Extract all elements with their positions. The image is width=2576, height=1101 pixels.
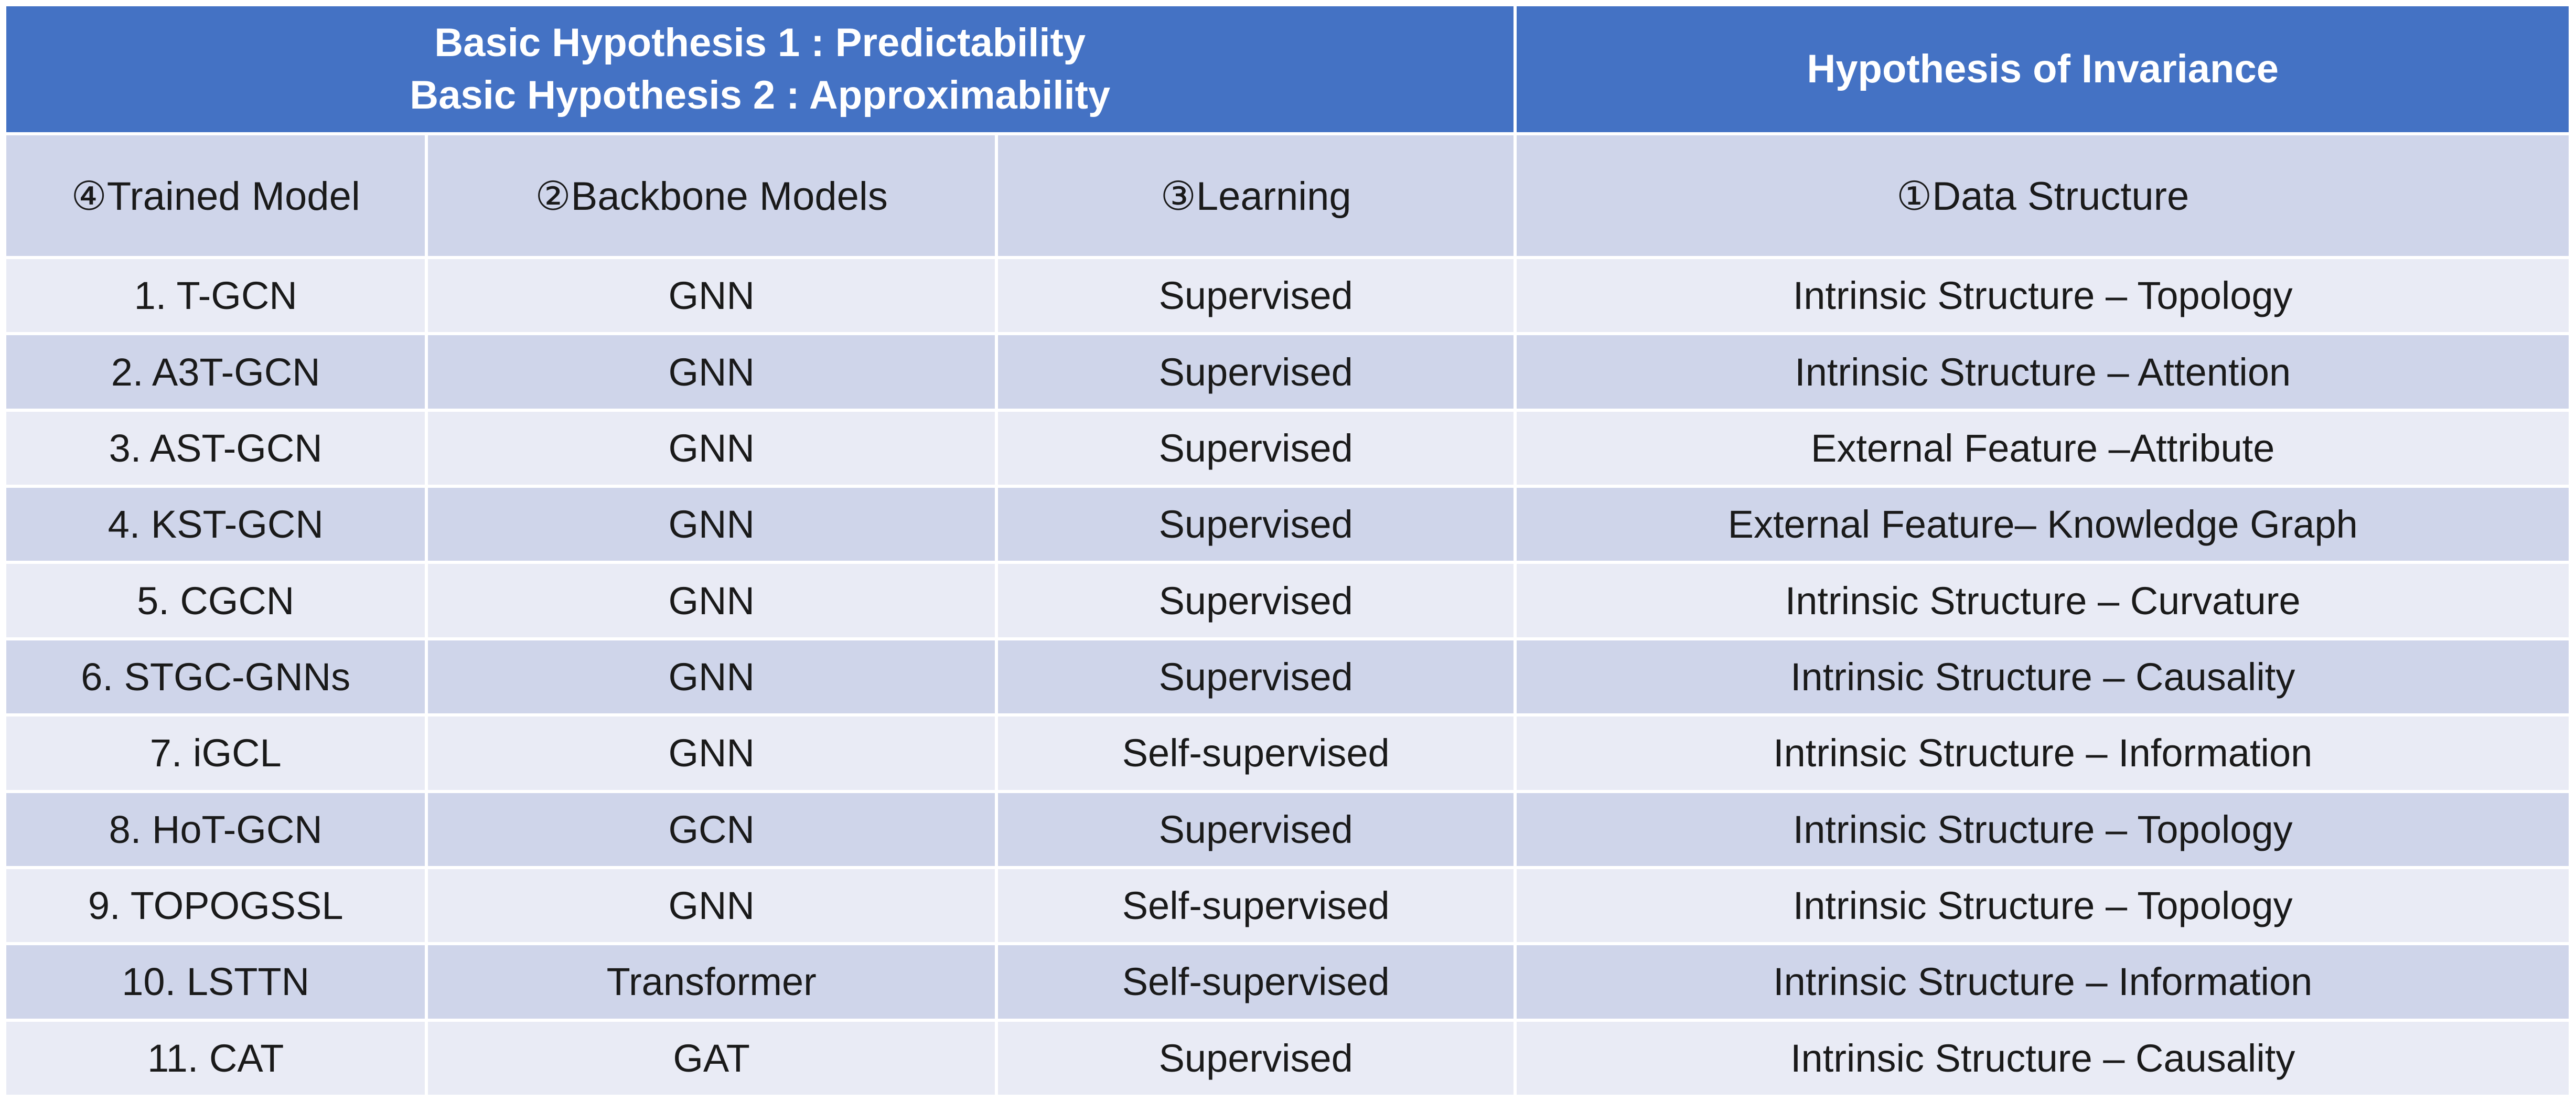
cell-backbone: GNN: [428, 869, 995, 943]
invariance-hypothesis-header: Hypothesis of Invariance: [1517, 6, 2569, 132]
cell-learning: Supervised: [998, 335, 1514, 409]
column-header-learning: ③Learning: [998, 135, 1514, 256]
table-row: 8. HoT-GCN GCN Supervised Intrinsic Stru…: [6, 793, 2569, 866]
table-row: 4. KST-GCN GNN Supervised External Featu…: [6, 488, 2569, 561]
cell-learning: Supervised: [998, 1021, 1514, 1095]
cell-backbone: GNN: [428, 411, 995, 485]
cell-data-structure: Intrinsic Structure – Causality: [1517, 640, 2569, 714]
hypothesis-table: Basic Hypothesis 1 : Predictability Basi…: [3, 3, 2572, 1098]
cell-trained-model: 7. iGCL: [6, 717, 425, 790]
cell-trained-model: 11. CAT: [6, 1021, 425, 1095]
cell-learning: Self-supervised: [998, 717, 1514, 790]
table-row: 6. STGC-GNNs GNN Supervised Intrinsic St…: [6, 640, 2569, 714]
cell-learning: Self-supervised: [998, 945, 1514, 1019]
cell-backbone: GNN: [428, 488, 995, 561]
basic-hypothesis-1: Basic Hypothesis 1 : Predictability: [434, 20, 1086, 65]
cell-learning: Supervised: [998, 259, 1514, 333]
column-header-row: ④Trained Model ②Backbone Models ③Learnin…: [6, 135, 2569, 256]
cell-data-structure: Intrinsic Structure – Information: [1517, 945, 2569, 1019]
cell-learning: Supervised: [998, 793, 1514, 866]
cell-backbone: Transformer: [428, 945, 995, 1019]
column-header-data-structure: ①Data Structure: [1517, 135, 2569, 256]
cell-backbone: GCN: [428, 793, 995, 866]
cell-trained-model: 5. CGCN: [6, 564, 425, 637]
hypothesis-header-row: Basic Hypothesis 1 : Predictability Basi…: [6, 6, 2569, 132]
table-row: 1. T-GCN GNN Supervised Intrinsic Struct…: [6, 259, 2569, 333]
table-body: 1. T-GCN GNN Supervised Intrinsic Struct…: [6, 259, 2569, 1095]
cell-learning: Supervised: [998, 488, 1514, 561]
cell-data-structure: Intrinsic Structure – Attention: [1517, 335, 2569, 409]
cell-backbone: GNN: [428, 564, 995, 637]
cell-data-structure: Intrinsic Structure – Topology: [1517, 869, 2569, 943]
table-row: 3. AST-GCN GNN Supervised External Featu…: [6, 411, 2569, 485]
table-row: 7. iGCL GNN Self-supervised Intrinsic St…: [6, 717, 2569, 790]
cell-learning: Self-supervised: [998, 869, 1514, 943]
cell-learning: Supervised: [998, 564, 1514, 637]
cell-data-structure: Intrinsic Structure – Curvature: [1517, 564, 2569, 637]
cell-data-structure: Intrinsic Structure – Topology: [1517, 259, 2569, 333]
table-row: 9. TOPOGSSL GNN Self-supervised Intrinsi…: [6, 869, 2569, 943]
cell-backbone: GNN: [428, 717, 995, 790]
cell-backbone: GNN: [428, 640, 995, 714]
cell-data-structure: External Feature –Attribute: [1517, 411, 2569, 485]
cell-trained-model: 8. HoT-GCN: [6, 793, 425, 866]
cell-learning: Supervised: [998, 640, 1514, 714]
cell-trained-model: 4. KST-GCN: [6, 488, 425, 561]
table-row: 2. A3T-GCN GNN Supervised Intrinsic Stru…: [6, 335, 2569, 409]
table-row: 10. LSTTN Transformer Self-supervised In…: [6, 945, 2569, 1019]
cell-backbone: GNN: [428, 335, 995, 409]
cell-trained-model: 1. T-GCN: [6, 259, 425, 333]
cell-data-structure: External Feature– Knowledge Graph: [1517, 488, 2569, 561]
cell-backbone: GNN: [428, 259, 995, 333]
cell-data-structure: Intrinsic Structure – Causality: [1517, 1021, 2569, 1095]
column-header-backbone-models: ②Backbone Models: [428, 135, 995, 256]
table-row: 5. CGCN GNN Supervised Intrinsic Structu…: [6, 564, 2569, 637]
column-header-trained-model: ④Trained Model: [6, 135, 425, 256]
cell-trained-model: 6. STGC-GNNs: [6, 640, 425, 714]
basic-hypothesis-2: Basic Hypothesis 2 : Approximability: [410, 73, 1111, 117]
cell-trained-model: 10. LSTTN: [6, 945, 425, 1019]
cell-data-structure: Intrinsic Structure – Information: [1517, 717, 2569, 790]
cell-trained-model: 2. A3T-GCN: [6, 335, 425, 409]
cell-trained-model: 3. AST-GCN: [6, 411, 425, 485]
cell-learning: Supervised: [998, 411, 1514, 485]
table-row: 11. CAT GAT Supervised Intrinsic Structu…: [6, 1021, 2569, 1095]
cell-data-structure: Intrinsic Structure – Topology: [1517, 793, 2569, 866]
cell-backbone: GAT: [428, 1021, 995, 1095]
basic-hypotheses-header: Basic Hypothesis 1 : Predictability Basi…: [6, 6, 1514, 132]
cell-trained-model: 9. TOPOGSSL: [6, 869, 425, 943]
